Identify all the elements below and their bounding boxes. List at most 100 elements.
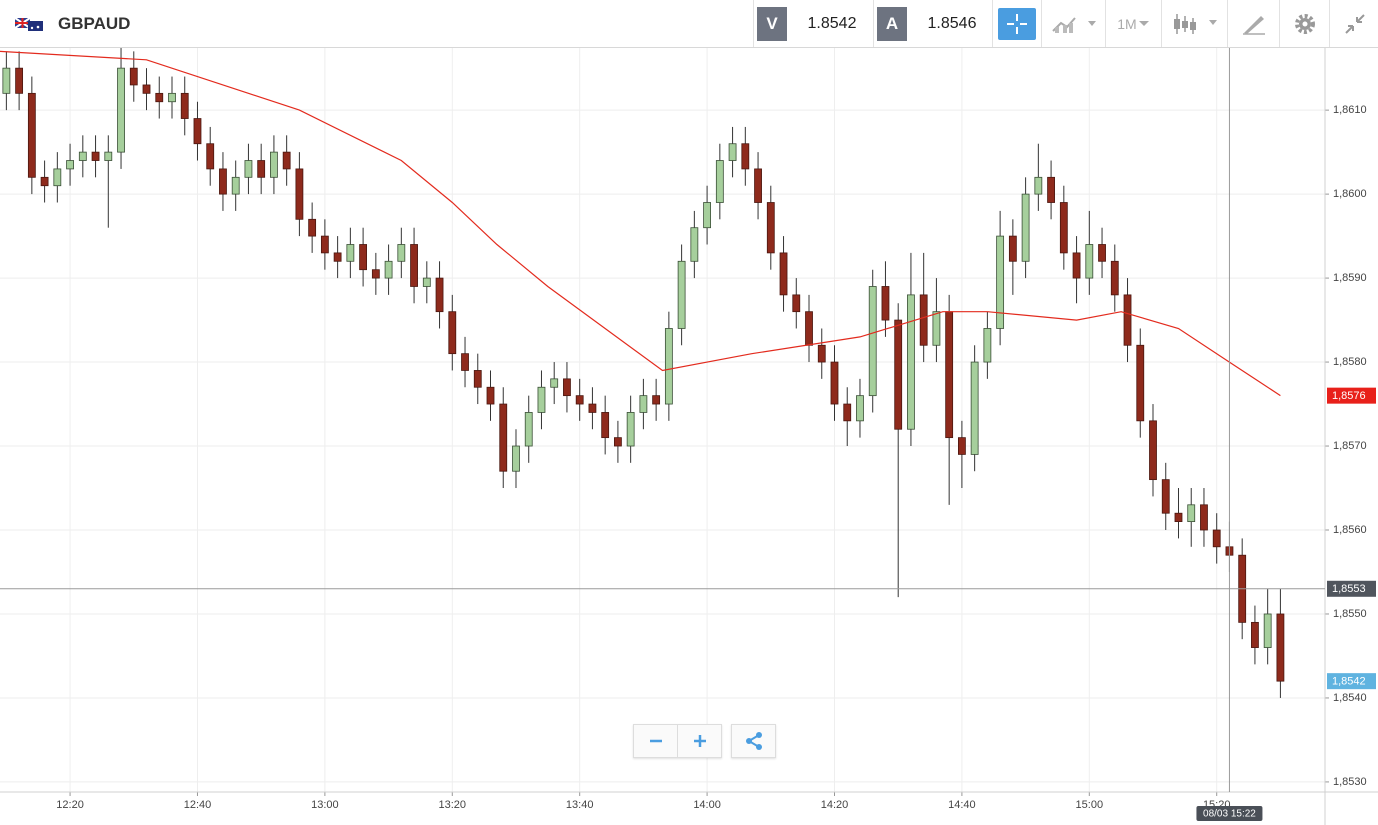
price-tag-label: 1,8553: [1332, 583, 1366, 595]
candle-body: [1021, 193, 1030, 262]
dropdown-arrow: [1138, 20, 1149, 26]
candle-body: [1161, 479, 1170, 514]
y-tick-label: 1,8580: [1333, 356, 1367, 368]
candle-body: [614, 437, 622, 447]
candle-body: [1174, 512, 1183, 523]
share-button[interactable]: [732, 725, 775, 757]
candle-body: [435, 277, 444, 313]
candle-body: [1123, 294, 1132, 346]
toolbar: GBPAUD V 1.8542 A 1.8546 1M: [0, 0, 1378, 48]
candle-body: [104, 151, 113, 161]
candle-body: [461, 353, 469, 371]
ask-price: 1.8546: [927, 14, 977, 32]
price-tag: [1327, 387, 1376, 404]
candle-body: [805, 311, 813, 346]
settings-button[interactable]: [1279, 0, 1330, 47]
candle-body: [40, 176, 49, 187]
candle-body: [295, 168, 304, 220]
candle-body: [575, 395, 584, 405]
flag-icon: [14, 0, 46, 47]
candle-body: [1263, 613, 1272, 648]
candle-body: [1136, 344, 1145, 422]
candle-body: [537, 386, 546, 413]
bid-price: 1.8542: [807, 14, 857, 32]
candle-body: [996, 235, 1005, 329]
ask-label: A: [877, 6, 907, 41]
x-tick-label: 13:20: [439, 799, 467, 811]
candle-body: [1034, 176, 1043, 195]
candle-body: [499, 403, 508, 472]
plus-icon: [693, 735, 706, 747]
candle-body: [1200, 504, 1208, 531]
flag: [15, 16, 43, 31]
candle-body: [371, 269, 380, 279]
candle-body: [690, 227, 699, 262]
draw-button[interactable]: [1227, 0, 1280, 47]
settings-icon: [1295, 13, 1315, 34]
candle-body: [894, 319, 903, 430]
candle-body: [830, 361, 839, 405]
candle-body: [2, 67, 11, 94]
candle-body: [1047, 176, 1055, 203]
candle-body: [320, 235, 329, 254]
x-tick-label: 13:40: [566, 799, 594, 811]
x-tick-label: 14:00: [693, 799, 721, 811]
indicator-button[interactable]: [1041, 0, 1106, 47]
zoom-out-button[interactable]: [634, 725, 678, 757]
crosshair-button[interactable]: [992, 0, 1041, 47]
candle-body: [397, 244, 406, 262]
candle-body: [1072, 252, 1081, 279]
y-tick-label: 1,8590: [1333, 272, 1367, 284]
candle-body: [91, 151, 100, 161]
x-tick-label: 14:40: [948, 799, 976, 811]
bid-box: V: [753, 0, 790, 47]
candle-body: [919, 294, 928, 346]
candle-body: [244, 160, 253, 178]
candle-body: [168, 92, 176, 103]
candle-body: [868, 286, 877, 397]
candle-body: [129, 67, 138, 86]
candle-body: [1149, 420, 1157, 481]
timeframe: 1M: [1117, 15, 1137, 32]
candle-body: [1059, 202, 1068, 254]
collapse-button[interactable]: [1329, 0, 1378, 47]
candle-body: [907, 294, 915, 430]
candle-body: [155, 92, 164, 103]
candle-body: [550, 378, 559, 388]
y-tick-label: 1,8610: [1333, 104, 1367, 116]
price-tag-label: 1,8576: [1332, 390, 1366, 402]
candle-body: [231, 176, 240, 195]
timeframe-button[interactable]: 1M: [1105, 0, 1162, 47]
chart-type-button[interactable]: [1161, 0, 1228, 47]
collapse-icon: [1344, 13, 1365, 34]
candle-body: [422, 277, 431, 287]
candle-body: [881, 286, 890, 321]
y-tick-label: 1,8560: [1333, 524, 1367, 536]
share-icon: [745, 732, 762, 750]
candle-body: [703, 202, 711, 229]
bid-label: V: [757, 6, 787, 41]
zoom-controls: [633, 724, 722, 758]
candle-body: [1251, 621, 1259, 648]
candle-body: [512, 445, 520, 472]
candle-body: [282, 151, 291, 170]
candle-body: [1098, 244, 1106, 262]
crosshair-icon: [998, 7, 1036, 40]
candle-body: [741, 143, 750, 170]
candle-body: [932, 311, 941, 346]
candle-body: [473, 370, 482, 388]
candle-body: [817, 344, 826, 363]
share-control: [731, 724, 776, 758]
candle-body: [142, 84, 151, 94]
y-tick-label: 1,8570: [1333, 440, 1367, 452]
price-tag-label: 1,8542: [1332, 676, 1366, 688]
candle-body: [66, 160, 74, 170]
candle-body: [1110, 260, 1119, 296]
zoom-in-button[interactable]: [678, 725, 721, 757]
candle-body: [754, 168, 762, 203]
candle-body: [180, 92, 189, 119]
candle-body: [652, 395, 661, 405]
candle-body: [78, 151, 87, 161]
